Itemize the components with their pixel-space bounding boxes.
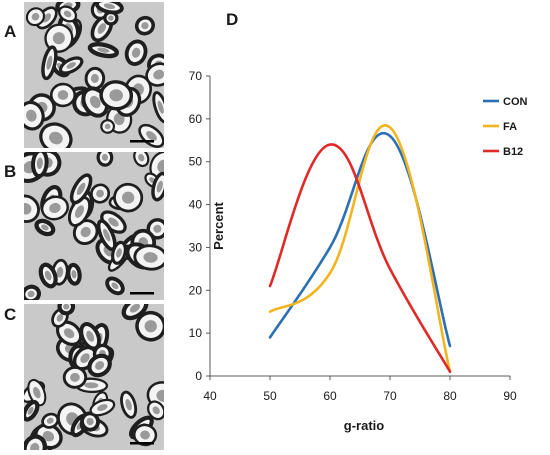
panel-label-d: D [226,10,239,29]
y-tick-label: 40 [189,198,203,212]
panel-label-a: A [4,22,17,41]
y-axis-title: Percent [211,201,226,249]
x-tick-label: 70 [383,389,397,403]
y-tick-label: 70 [189,69,203,83]
series-line-b12 [268,143,452,374]
legend-label-con: CON [503,96,528,108]
x-tick-label: 60 [323,389,337,403]
x-axis-title: g-ratio [344,418,385,433]
micrograph-a [24,2,164,148]
micrograph-c [24,304,164,450]
panel-label-b: B [4,162,17,181]
y-tick-label: 30 [189,240,203,254]
y-tick-label: 0 [195,369,202,383]
panel-label-c: C [4,305,17,324]
x-tick-label: 50 [263,389,277,403]
x-tick-label: 90 [503,389,517,403]
legend-label-fa: FA [503,121,517,133]
y-tick-label: 50 [189,155,203,169]
micrograph-b [24,152,164,300]
chart-series [268,124,452,374]
line-chart: 0 10 20 30 40 50 60 70 40 50 60 70 80 90 CON FA B12 Per… [189,69,528,433]
series-line-con [268,132,452,348]
chart-legend: CON FA B12 [483,96,528,158]
y-tick-label: 20 [189,283,203,297]
series-line-fa [268,124,452,374]
chart-axes: 0 10 20 30 40 50 60 70 40 50 60 70 80 90 [189,69,517,403]
y-tick-label: 60 [189,112,203,126]
y-tick-label: 10 [189,326,203,340]
x-tick-label: 40 [203,389,217,403]
legend-label-b12: B12 [503,146,523,158]
x-tick-label: 80 [443,389,457,403]
